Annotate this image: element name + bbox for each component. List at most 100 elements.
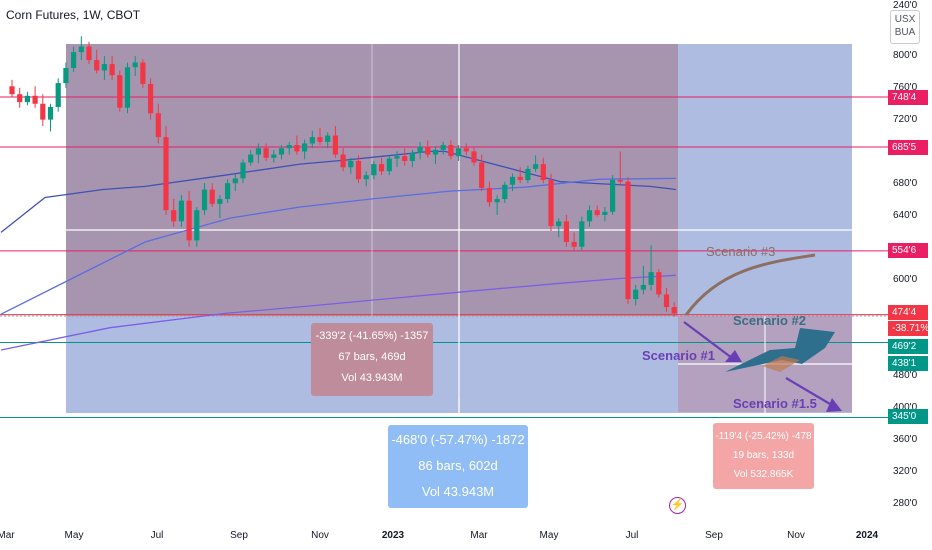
currency-unit-label: USX <box>894 14 916 25</box>
time-tick-label: 2023 <box>381 530 405 541</box>
candle <box>178 200 184 222</box>
candle <box>194 210 200 241</box>
candle <box>271 154 277 158</box>
time-tick-label: Sep <box>230 530 248 541</box>
candle <box>132 62 138 68</box>
scenario-1-5-label[interactable]: Scenario #1.5 <box>733 396 817 411</box>
candle <box>286 145 292 149</box>
candle <box>47 106 54 120</box>
price-level-tag: 469'2 <box>888 339 928 354</box>
candle <box>240 162 246 179</box>
candle <box>617 180 623 182</box>
currency-unit-sub-label: BUA <box>894 27 916 38</box>
price-level-tag: 554'6 <box>888 243 928 258</box>
time-tick-label: Nov <box>787 530 805 541</box>
candle <box>563 221 569 242</box>
candle <box>78 46 84 53</box>
candle <box>17 94 23 103</box>
scenario-2-label[interactable]: Scenario #2 <box>733 313 806 328</box>
candle <box>625 181 631 300</box>
moving-average-line <box>0 274 677 351</box>
time-tick-label: 2024 <box>855 530 879 541</box>
time-tick-label: May <box>539 530 559 541</box>
candle <box>32 95 38 104</box>
candle <box>594 210 600 215</box>
candle <box>640 284 646 290</box>
candle <box>302 143 308 152</box>
candle <box>379 164 385 172</box>
measure-volume: Vol 532.865K <box>733 469 794 480</box>
candle <box>556 221 562 227</box>
chart-title: Corn Futures, 1W, CBOT <box>6 8 141 22</box>
scenario-1-5-arrow <box>826 398 842 412</box>
flash-icon[interactable]: ⚡ <box>669 497 686 514</box>
measure-change: -468'0 (-57.47%) -1872 <box>391 432 525 447</box>
price-tick-label: 240'0 <box>893 0 918 11</box>
measure-volume: Vol 43.943M <box>341 372 403 384</box>
candle <box>55 83 61 107</box>
candle <box>332 135 338 155</box>
price-tick-label: 360'0 <box>893 434 918 445</box>
price-level-tag: 438'1 <box>888 356 928 371</box>
candle <box>348 160 354 168</box>
measure-bars: 19 bars, 133d <box>732 450 795 461</box>
measure-bars: 67 bars, 469d <box>338 351 406 363</box>
scenario-orange-arrow <box>762 356 800 372</box>
candle <box>355 160 362 180</box>
candle <box>40 103 46 120</box>
candle <box>540 164 546 181</box>
candle <box>171 210 177 222</box>
candle <box>225 183 231 200</box>
price-tick-label: 720'0 <box>893 114 918 125</box>
candle <box>610 180 616 212</box>
scenario-2-arrow <box>725 328 835 372</box>
price-tick-label: 640'0 <box>893 210 918 221</box>
measure-change: -339'2 (-41.65%) -1357 <box>315 330 429 342</box>
candle <box>117 75 123 108</box>
candle <box>648 272 654 285</box>
candle <box>517 176 523 181</box>
candle <box>255 148 261 155</box>
candle <box>263 148 269 158</box>
candle <box>232 178 238 184</box>
candle <box>363 175 369 180</box>
candle <box>402 156 408 161</box>
candle <box>533 164 539 169</box>
candle <box>386 158 392 172</box>
scenario-3-label[interactable]: Scenario #3 <box>706 244 776 259</box>
price-tick-label: 400'0 <box>893 402 918 413</box>
currency-unit-button[interactable]: USX BUA <box>890 10 920 44</box>
time-tick-label: Jul <box>150 530 164 541</box>
price-tick-label: 800'0 <box>893 50 918 61</box>
scenario-1-label[interactable]: Scenario #1 <box>642 348 715 363</box>
candle <box>86 46 92 61</box>
candle <box>278 148 285 155</box>
candle <box>571 241 577 247</box>
candle <box>209 189 215 204</box>
candle <box>63 68 69 84</box>
candle <box>456 148 462 157</box>
measure-box-orange: -339'2 (-41.65%) -1357 67 bars, 469d Vol… <box>311 323 433 396</box>
price-tick-label: 760'0 <box>893 82 918 93</box>
candle <box>463 148 469 152</box>
candle <box>109 64 115 76</box>
candle <box>494 199 500 203</box>
candle <box>548 180 554 227</box>
candle <box>471 151 477 163</box>
time-tick-label: Nov <box>311 530 329 541</box>
candle <box>325 135 331 142</box>
candle <box>486 187 492 203</box>
candle <box>440 145 446 150</box>
candle <box>671 307 677 314</box>
candle <box>586 210 593 222</box>
scenario-1-arrow <box>725 350 742 362</box>
measure-bars: 86 bars, 602d <box>418 458 498 473</box>
price-level-tag: 474'4 <box>888 305 928 320</box>
candle <box>248 154 254 163</box>
candle <box>448 145 454 157</box>
candle <box>371 164 377 176</box>
candle <box>186 200 192 241</box>
price-level-tag: 748'4 <box>888 90 928 105</box>
candle <box>432 149 439 155</box>
